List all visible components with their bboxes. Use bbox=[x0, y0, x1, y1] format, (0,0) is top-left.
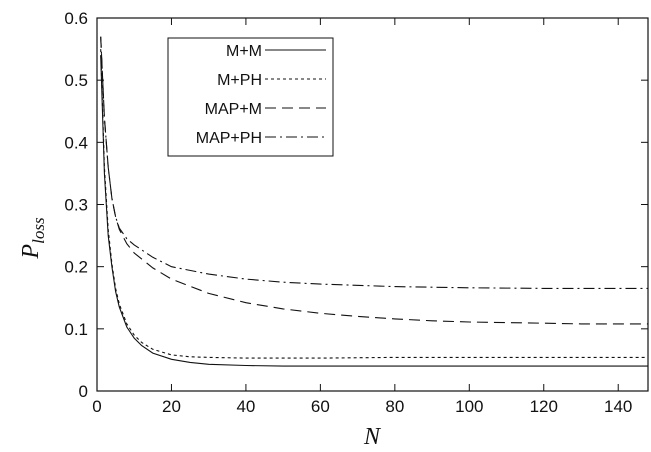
x-tick-label: 80 bbox=[385, 397, 404, 416]
legend-label: MAP+M bbox=[205, 101, 262, 118]
x-axis-label: N bbox=[363, 424, 382, 450]
x-tick-label: 140 bbox=[604, 397, 632, 416]
y-axis-label: Ploss bbox=[18, 217, 48, 260]
series-map-plus-ph bbox=[100, 36, 648, 289]
x-axis: 0 20 40 60 80 100 120 140 bbox=[92, 18, 632, 416]
y-tick-label: 0.4 bbox=[64, 133, 88, 152]
x-tick-label: 60 bbox=[311, 397, 330, 416]
y-axis: 0 0.1 0.2 0.3 0.4 0.5 0.6 bbox=[64, 9, 648, 401]
y-tick-label: 0.3 bbox=[64, 196, 88, 215]
y-tick-label: 0.6 bbox=[64, 9, 88, 28]
x-tick-label: 100 bbox=[455, 397, 483, 416]
legend-label: M+PH bbox=[217, 72, 262, 89]
series-group bbox=[100, 36, 648, 367]
y-tick-label: 0.5 bbox=[64, 71, 88, 90]
legend-box bbox=[167, 37, 334, 157]
x-tick-label: 120 bbox=[530, 397, 558, 416]
y-tick-label: 0.1 bbox=[64, 320, 88, 339]
legend: M+M M+PH MAP+M MAP+PH bbox=[167, 37, 334, 157]
y-axis-label-sub: loss bbox=[29, 217, 48, 244]
y-tick-label: 0.2 bbox=[64, 258, 88, 277]
x-tick-label: 40 bbox=[236, 397, 255, 416]
legend-label: M+M bbox=[226, 43, 262, 60]
x-tick-label: 0 bbox=[92, 397, 101, 416]
x-tick-label: 20 bbox=[162, 397, 181, 416]
y-tick-label: 0 bbox=[79, 382, 88, 401]
legend-label: MAP+PH bbox=[196, 130, 262, 147]
y-axis-label-main: P bbox=[18, 244, 44, 260]
